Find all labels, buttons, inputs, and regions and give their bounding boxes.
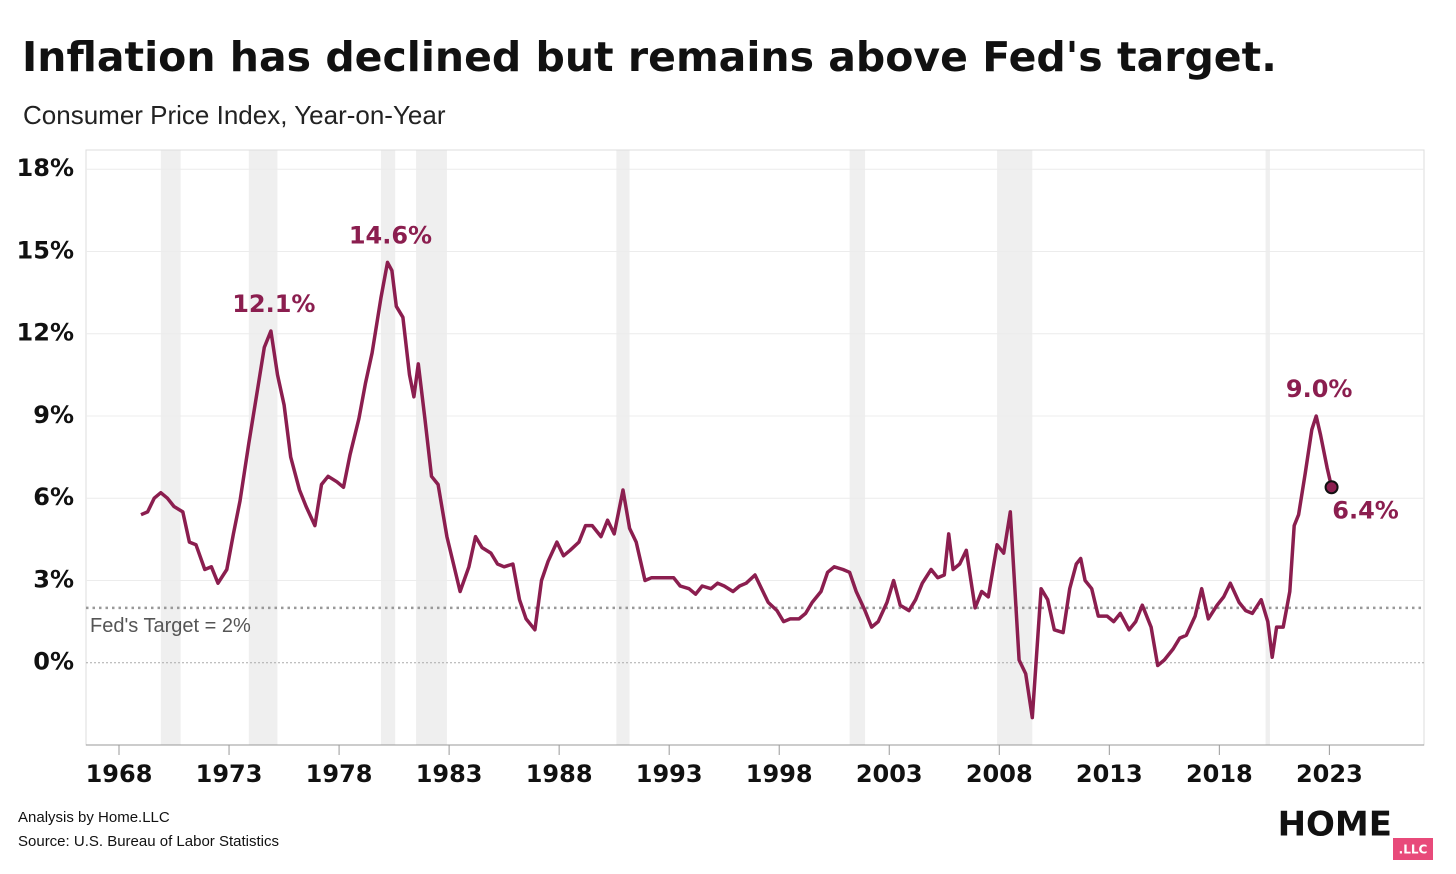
target-label: Fed's Target = 2% [90,615,251,637]
annotation-label: 14.6% [349,221,432,249]
recession-band [380,150,396,745]
x-tick-label: 1993 [636,760,703,788]
recession-band [160,150,181,745]
logo-suffix: .LLC [1399,843,1428,857]
recession-band [1265,150,1270,745]
y-tick-label: 0% [33,648,74,676]
x-tick-label: 2018 [1186,760,1253,788]
recession-band [616,150,630,745]
recession-band [997,150,1033,745]
x-tick-label: 2023 [1296,760,1363,788]
footer-analysis: Analysis by Home.LLC [18,809,170,826]
recession-band [416,150,447,745]
recession-band [248,150,278,745]
annotation-label: 9.0% [1286,375,1353,403]
footer-source: Source: U.S. Bureau of Labor Statistics [18,833,279,850]
x-tick-label: 1983 [416,760,483,788]
chart-subtitle: Consumer Price Index, Year-on-Year [23,100,446,130]
x-tick-label: 1978 [306,760,373,788]
x-tick-label: 1968 [86,760,153,788]
y-tick-label: 18% [17,154,74,182]
x-tick-label: 2008 [966,760,1033,788]
annotation-marker [1324,480,1339,495]
logo-badge [1393,838,1433,860]
y-tick-label: 3% [33,565,74,593]
annotation-label: 12.1% [232,290,315,318]
series-line [140,260,1334,720]
x-tick-label: 1973 [196,760,263,788]
chart-title: Inflation has declined but remains above… [22,33,1277,81]
x-tick-label: 1998 [746,760,813,788]
y-tick-label: 9% [33,401,74,429]
x-tick-label: 1988 [526,760,593,788]
x-tick-label: 2013 [1076,760,1143,788]
plot-frame [85,149,1425,746]
y-tick-label: 15% [17,236,74,264]
logo-name: HOME [1278,805,1392,845]
x-tick-label: 2003 [856,760,923,788]
recession-band [849,150,866,745]
annotation-label: 6.4% [1332,496,1399,524]
y-tick-label: 12% [17,319,74,347]
y-tick-label: 6% [33,483,74,511]
